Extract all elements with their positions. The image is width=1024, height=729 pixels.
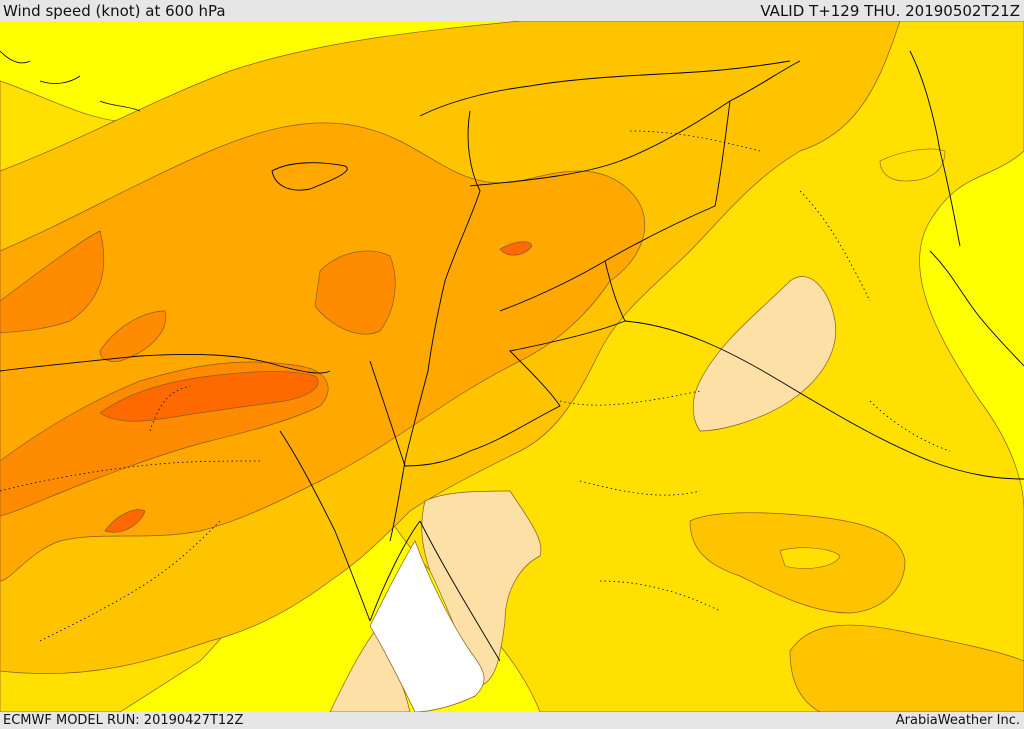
border-jordan-iraq-saudi (404, 260, 626, 467)
border-iraq-saudi (624, 320, 1024, 480)
coastline-red-sea (369, 520, 501, 662)
coastline-persian-gulf (929, 250, 1024, 367)
credit-label: ArabiaWeather Inc. (895, 713, 1020, 728)
region-dark-orange (99, 241, 533, 533)
weather-map[interactable] (0, 21, 1024, 712)
region-white (369, 540, 485, 712)
coastline-levant (404, 110, 481, 462)
coastline-turkey (419, 60, 791, 117)
coastline-gulf-of-aqaba (389, 460, 406, 542)
border-iran-iraq (909, 50, 961, 247)
header-bar: Wind speed (knot) at 600 hPa VALID T+129… (0, 0, 1024, 21)
wind-speed-map-svg (0, 21, 1024, 712)
region-gold-southeast (689, 512, 1024, 712)
border-turkey-syria-iraq (469, 60, 801, 187)
map-title: Wind speed (knot) at 600 hPa (3, 2, 226, 20)
coastline-aegean-islands (0, 50, 141, 112)
border-syria-iraq (499, 100, 731, 312)
border-israel-egypt (369, 360, 406, 467)
region-light-orange (0, 122, 646, 582)
valid-time: VALID T+129 THU. 20190502T21Z (760, 2, 1020, 20)
coastline-cyprus (271, 162, 348, 191)
region-yellow-patch-north (779, 148, 946, 569)
model-run: ECMWF MODEL RUN: 20190427T12Z (3, 713, 244, 728)
coastline-gulf-of-suez (279, 430, 371, 622)
footer-bar: ECMWF MODEL RUN: 20190427T12Z ArabiaWeat… (0, 712, 1024, 729)
region-orange (0, 230, 396, 517)
coastline-egypt (0, 353, 331, 374)
admin-lines-dotted (0, 130, 951, 642)
